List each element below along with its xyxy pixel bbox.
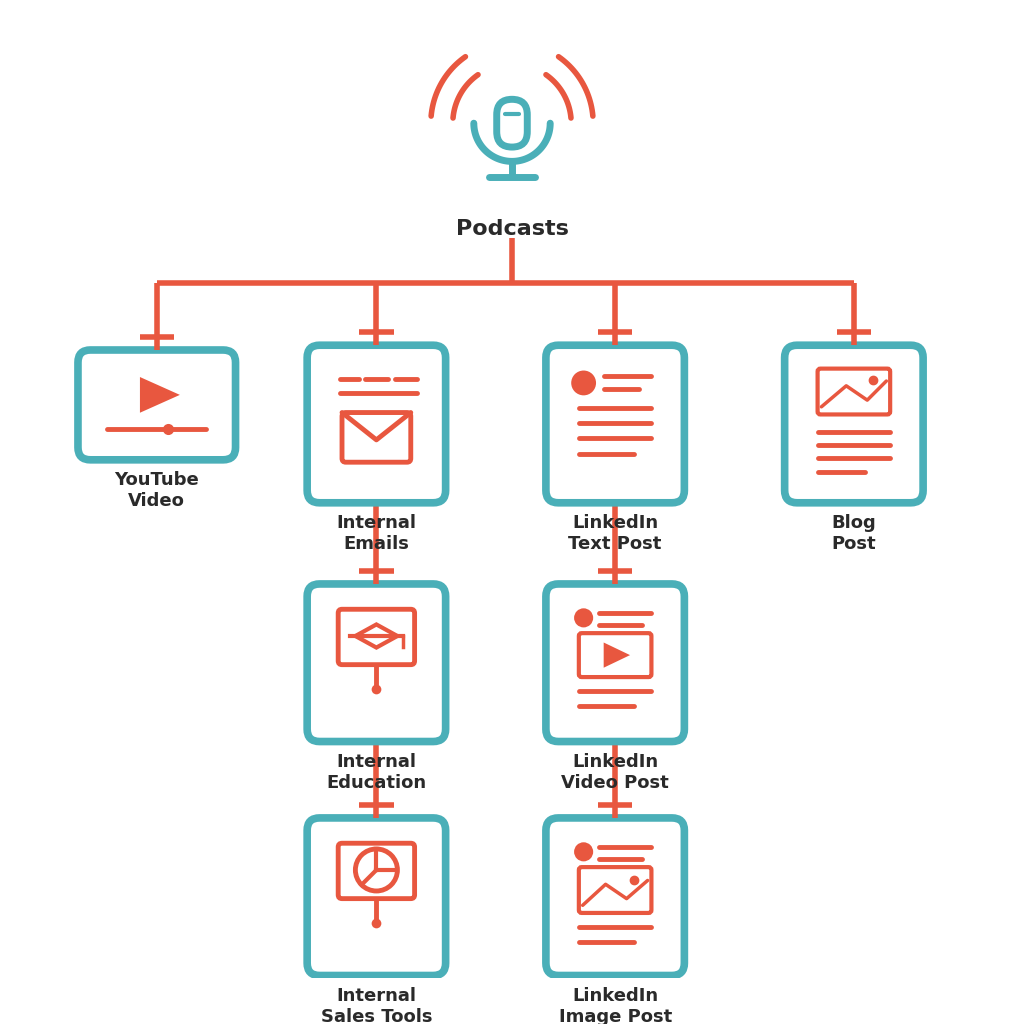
FancyBboxPatch shape — [307, 584, 445, 741]
FancyBboxPatch shape — [342, 413, 411, 462]
Text: YouTube
Video: YouTube Video — [115, 471, 199, 510]
FancyBboxPatch shape — [546, 345, 684, 503]
Text: Blog
Post: Blog Post — [831, 514, 877, 553]
Text: LinkedIn
Image Post: LinkedIn Image Post — [558, 987, 672, 1024]
FancyBboxPatch shape — [579, 633, 651, 677]
Text: Internal
Education: Internal Education — [327, 753, 426, 792]
FancyBboxPatch shape — [338, 609, 415, 665]
FancyBboxPatch shape — [338, 843, 415, 899]
FancyBboxPatch shape — [784, 345, 923, 503]
FancyBboxPatch shape — [579, 867, 651, 913]
Polygon shape — [604, 642, 630, 668]
FancyBboxPatch shape — [817, 369, 890, 415]
Text: LinkedIn
Video Post: LinkedIn Video Post — [561, 753, 669, 792]
Circle shape — [574, 608, 593, 628]
Text: Internal
Sales Tools: Internal Sales Tools — [321, 987, 432, 1024]
Text: Internal
Emails: Internal Emails — [337, 514, 417, 553]
FancyBboxPatch shape — [546, 818, 684, 976]
Text: LinkedIn
Text Post: LinkedIn Text Post — [568, 514, 662, 553]
FancyBboxPatch shape — [78, 350, 236, 460]
FancyBboxPatch shape — [546, 584, 684, 741]
Text: Podcasts: Podcasts — [456, 219, 568, 239]
Polygon shape — [355, 625, 397, 647]
Circle shape — [574, 843, 593, 861]
Polygon shape — [140, 377, 180, 413]
FancyBboxPatch shape — [307, 818, 445, 976]
FancyBboxPatch shape — [307, 345, 445, 503]
Circle shape — [355, 849, 397, 891]
FancyBboxPatch shape — [497, 99, 527, 147]
Circle shape — [571, 371, 596, 395]
